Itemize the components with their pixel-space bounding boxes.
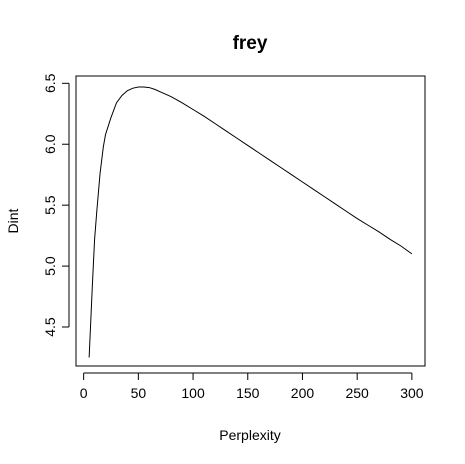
y-tick-label: 5.5 <box>42 195 58 215</box>
y-tick-label: 6.5 <box>42 73 58 93</box>
x-tick-label: 200 <box>291 385 315 401</box>
y-tick-label: 6.0 <box>42 134 58 154</box>
x-tick-label: 0 <box>80 385 88 401</box>
y-axis: 4.5 5.0 5.5 6.0 6.5 <box>42 73 70 337</box>
y-tick-label: 4.5 <box>42 317 58 337</box>
x-tick-label: 100 <box>181 385 205 401</box>
x-tick-label: 300 <box>400 385 424 401</box>
x-tick-label: 50 <box>131 385 147 401</box>
chart-title: frey <box>233 33 268 54</box>
x-axis-title: Perplexity <box>219 427 280 443</box>
y-axis-title: Dint <box>5 208 21 233</box>
series-line <box>88 86 413 358</box>
series-layer <box>88 86 413 358</box>
x-tick-label: 150 <box>236 385 260 401</box>
y-tick-label: 5.0 <box>42 256 58 276</box>
x-axis: 0 50 100 150 200 250 300 <box>80 372 424 401</box>
plot-frame <box>75 75 426 367</box>
x-tick-label: 250 <box>345 385 369 401</box>
